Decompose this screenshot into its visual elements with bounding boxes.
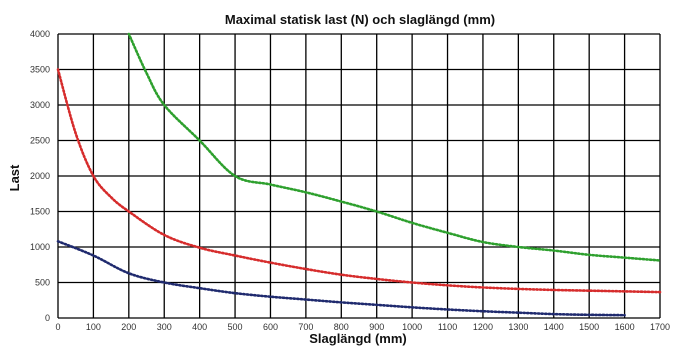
y-tick-labels: 0 500 1000 1500 2000 2500 3000 3500 4000: [30, 29, 50, 323]
x-tick-label: 0: [55, 322, 60, 332]
y-tick-label: 0: [45, 313, 50, 323]
y-tick-label: 2500: [30, 136, 50, 146]
x-tick-label: 200: [121, 322, 136, 332]
x-tick-label: 100: [86, 322, 101, 332]
x-tick-label: 1100: [438, 322, 457, 332]
y-tick-label: 500: [35, 278, 50, 288]
x-tick-label: 500: [228, 322, 243, 332]
x-tick-label: 1200: [473, 322, 493, 332]
y-tick-label: 1000: [30, 242, 50, 252]
x-tick-label: 400: [192, 322, 207, 332]
y-tick-label: 1500: [30, 207, 50, 217]
x-tick-label: 600: [263, 322, 278, 332]
y-tick-label: 2000: [30, 171, 50, 181]
series-group: [56, 32, 662, 317]
y-tick-label: 3500: [30, 65, 50, 75]
series-line-1: [127, 32, 662, 262]
x-tick-label: 1700: [650, 322, 670, 332]
y-axis-label: Last: [7, 164, 22, 191]
y-tick-label: 4000: [30, 29, 50, 39]
series-line-2: [56, 68, 662, 294]
x-tick-label: 700: [298, 322, 313, 332]
x-tick-label: 1500: [579, 322, 599, 332]
x-tick-labels: 0 100 200 300 400 500 600 700 800 900 1000 1100 1200…: [55, 322, 670, 332]
x-tick-label: 1600: [615, 322, 635, 332]
x-tick-label: 1000: [402, 322, 422, 332]
y-tick-label: 3000: [30, 100, 50, 110]
x-tick-label: 1400: [544, 322, 564, 332]
x-tick-label: 900: [369, 322, 384, 332]
x-axis-label: Slaglängd (mm): [309, 331, 407, 346]
x-tick-label: 300: [157, 322, 172, 332]
x-tick-label: 800: [334, 322, 349, 332]
grid: [57, 33, 661, 319]
series-line-3: [56, 240, 626, 317]
x-tick-label: 1300: [508, 322, 528, 332]
chart-title: Maximal statisk last (N) och slaglängd (…: [225, 12, 495, 27]
